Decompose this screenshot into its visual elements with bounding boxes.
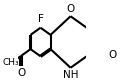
Text: O: O: [108, 50, 116, 60]
Text: CH₃: CH₃: [3, 58, 20, 67]
Text: O: O: [17, 68, 25, 78]
Text: O: O: [66, 4, 75, 14]
Text: NH: NH: [63, 70, 78, 80]
Text: F: F: [38, 14, 43, 24]
